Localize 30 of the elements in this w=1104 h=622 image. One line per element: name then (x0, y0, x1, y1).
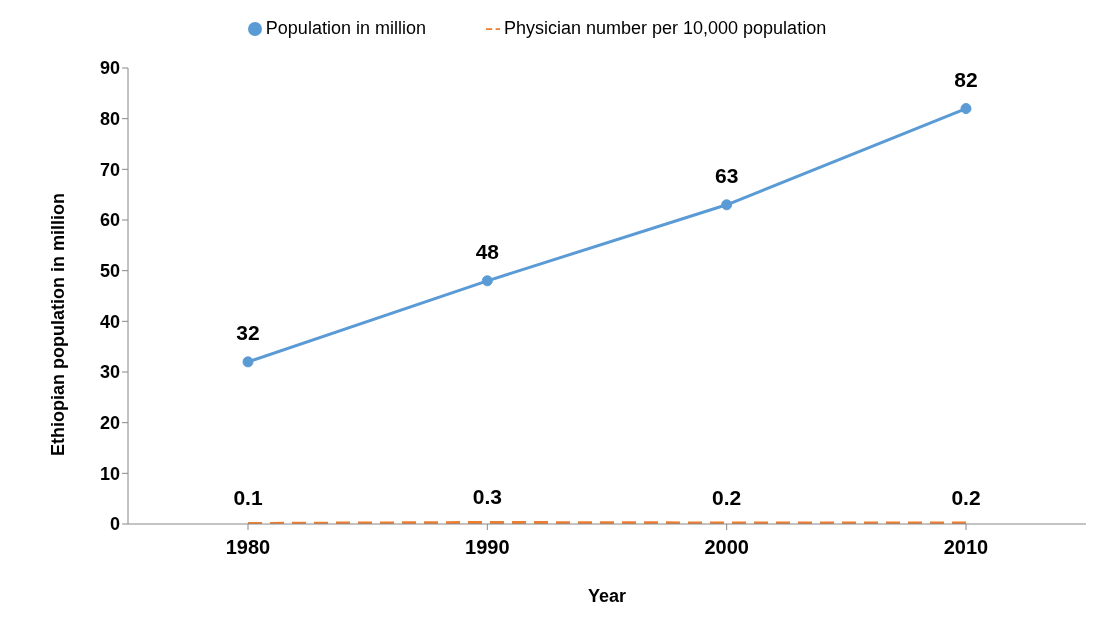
data-label: 0.1 (233, 486, 263, 510)
legend-label: Physician number per 10,000 population (503, 18, 827, 38)
y-tick-label: 80 (99, 109, 120, 130)
point (960, 103, 972, 115)
x-tick-label: 1980 (225, 536, 271, 559)
data-label: 0.3 (472, 485, 502, 509)
point (721, 199, 733, 211)
data-label: 48 (475, 239, 500, 263)
x-tick-label: 1990 (465, 536, 510, 559)
y-tick-label: 60 (99, 210, 120, 231)
y-tick-label: 50 (99, 261, 120, 282)
x-tick-label: 2010 (943, 536, 989, 559)
data-label: 0.2 (712, 485, 742, 509)
y-tick-label: 30 (99, 362, 120, 383)
legend-label: Population in million (265, 18, 426, 38)
data-label: 0.2 (951, 485, 981, 509)
y-tick-label: 20 (99, 413, 120, 434)
y-tick-label: 90 (99, 58, 120, 79)
y-tick-label: 70 (99, 159, 120, 180)
point (242, 356, 254, 368)
point (481, 275, 493, 287)
y-tick-label: 0 (109, 514, 120, 535)
y-axis-title: Ethiopian population in million (48, 193, 69, 456)
x-axis-title: Year (587, 586, 627, 606)
data-label: 63 (714, 163, 739, 187)
data-label: 82 (954, 67, 978, 91)
y-tick-label: 40 (99, 311, 120, 332)
y-tick-label: 10 (99, 463, 120, 484)
x-tick-label: 2000 (704, 536, 749, 559)
data-label: 32 (236, 320, 260, 344)
